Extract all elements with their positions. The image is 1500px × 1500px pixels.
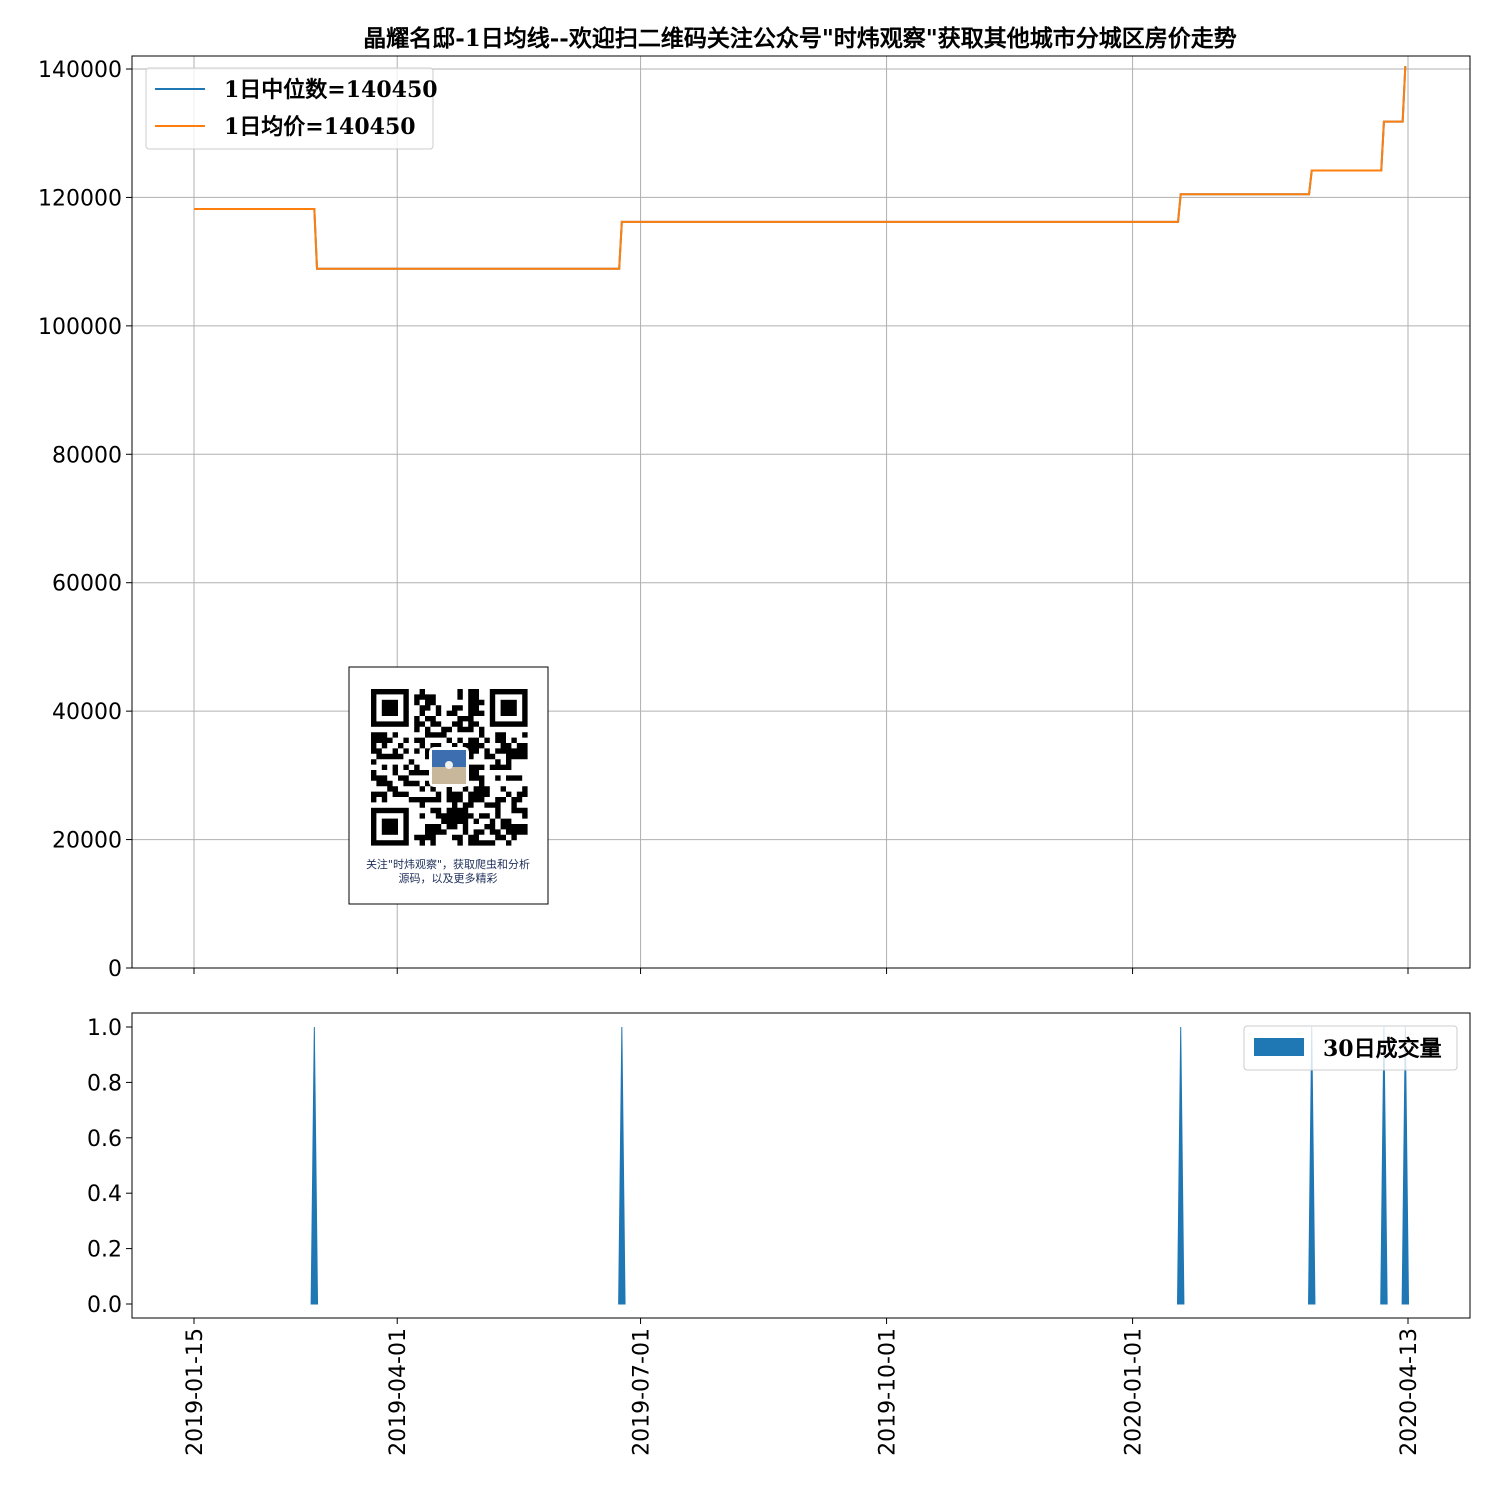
bottom-ytick-label-3: 0.6	[87, 1127, 122, 1152]
qr-modules	[371, 689, 528, 846]
bottom-series-area	[310, 1026, 1410, 1305]
bottom-xtick-label-3: 2019-10-01	[876, 1328, 901, 1456]
bottom-ytick-label-0: 0.0	[87, 1293, 122, 1318]
top-ytick-label-4: 80000	[52, 443, 122, 468]
bottom-legend-box	[1243, 1025, 1458, 1071]
volume-spike-1	[618, 1026, 626, 1305]
series-line-1	[194, 66, 1407, 270]
top-gridlines	[132, 56, 1470, 969]
bottom-xtick-label-1: 2019-04-01	[386, 1328, 411, 1456]
qr-finder-inner-0	[381, 699, 398, 716]
bottom-legend: 30日成交量	[1243, 1025, 1458, 1071]
top-legend-box	[145, 67, 434, 150]
qr-avatar-image	[429, 747, 469, 787]
bottom-xtick-label-4: 2020-01-01	[1122, 1328, 1147, 1456]
top-legend: 1日中位数=140450 1日均价=140450	[145, 67, 438, 150]
top-ytick-label-7: 140000	[38, 58, 122, 83]
top-series-lines	[194, 66, 1407, 270]
top-x-axis-ticks	[193, 968, 1409, 974]
bottom-xtick-label-2: 2019-07-01	[630, 1328, 655, 1456]
legend-swatch-volume	[1254, 1038, 1304, 1056]
top-ytick-label-2: 40000	[52, 700, 122, 725]
volume-spike-2	[1176, 1026, 1185, 1305]
bottom-xtick-label-0: 2019-01-15	[183, 1328, 208, 1456]
top-ytick-label-1: 20000	[52, 829, 122, 854]
volume-spike-0	[310, 1026, 319, 1305]
top-ytick-label-6: 120000	[38, 186, 122, 211]
bottom-ytick-label-2: 0.4	[87, 1182, 122, 1207]
top-ytick-label-3: 60000	[52, 572, 122, 597]
bottom-y-axis: 0.0 0.2 0.4 0.6 0.8 1.0	[87, 1016, 132, 1318]
bottom-ytick-label-4: 0.8	[87, 1071, 122, 1096]
legend-label-mean: 1日均价=140450	[224, 114, 416, 140]
qr-finder-inner-2	[381, 818, 398, 835]
volume-spike-3	[1308, 1026, 1316, 1305]
top-ytick-label-5: 100000	[38, 315, 122, 340]
qr-code-image	[371, 689, 528, 846]
bottom-plot-frame	[131, 1012, 1471, 1319]
qr-caption-line2: 源码，以及更多精彩	[399, 871, 498, 885]
volume-spike-4	[1380, 1026, 1388, 1305]
bottom-x-axis: 2019-01-15 2019-04-01 2019-07-01 2019-10-01…	[183, 1318, 1422, 1456]
bottom-ytick-label-1: 0.2	[87, 1238, 122, 1263]
bottom-ytick-label-5: 1.0	[87, 1016, 122, 1041]
top-y-axis: 0 20000 40000 60000 80000 100000 120000 140000	[38, 58, 132, 982]
legend-label-volume: 30日成交量	[1323, 1036, 1442, 1062]
qr-card: 关注"时炜观察"，获取爬虫和分析 源码，以及更多精彩	[348, 666, 549, 905]
qr-finder-inner-1	[500, 699, 517, 716]
volume-spike-5	[1401, 1026, 1410, 1305]
chart-title: 晶耀名邸-1日均线--欢迎扫二维码关注公众号"时炜观察"获取其他城市分城区房价走…	[363, 25, 1237, 52]
qr-caption-line1: 关注"时炜观察"，获取爬虫和分析	[366, 857, 530, 871]
legend-label-median: 1日中位数=140450	[224, 77, 438, 103]
top-plot-frame	[131, 55, 1471, 969]
bottom-xtick-label-5: 2020-04-13	[1397, 1328, 1422, 1456]
top-ytick-label-0: 0	[108, 957, 122, 982]
